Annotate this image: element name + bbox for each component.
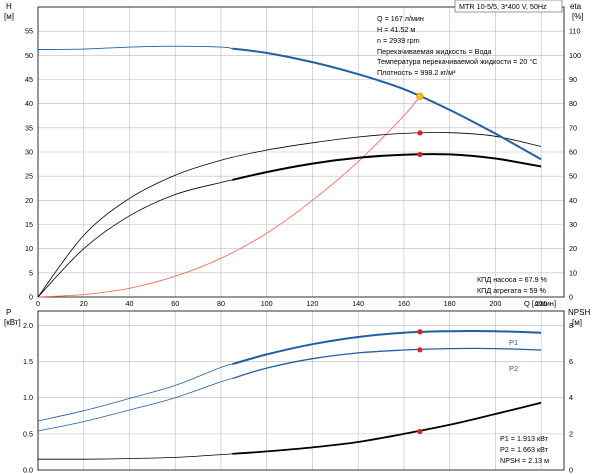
tick-labels-group: 0 20 40 60 80 100 120 140 160 180 200 2200510152025… (23, 27, 581, 474)
model-title-box (454, 0, 563, 13)
top-y-right-tick-label: 60 (569, 148, 577, 157)
bottom-plot-frame (37, 310, 565, 471)
top-y-left-tick-label: 0 (29, 293, 33, 302)
bottom-y-right-tick-label: 6 (569, 357, 573, 366)
top-x-tick-label: 0 (36, 299, 40, 308)
top-y-left-tick-label: 30 (25, 148, 33, 157)
bottom-y-left-title: P (6, 308, 11, 317)
top-y-left-tick-label: 20 (25, 196, 33, 205)
top-y-right-title: eta (570, 2, 582, 11)
series-P1-extended (37, 363, 233, 422)
top-y-left-unit: [м] (4, 12, 14, 21)
top-x-tick-label: 160 (398, 299, 410, 308)
top-grid (38, 7, 564, 297)
model-title: MTR 10-5/5, 3*400 V, 50Hz (459, 2, 547, 11)
bottom-y-left-tick-label: 0.0 (23, 466, 33, 474)
series-head-operating (232, 47, 542, 161)
top-duty-point (417, 151, 423, 158)
pump-efficiency-label: КПД насоса = 67.9 % (477, 275, 548, 284)
top-y-right-tick-label: 50 (569, 172, 577, 181)
top-duty-point (416, 92, 424, 100)
info-line-liquid: Перекачиваемая жидкость = Вода (377, 47, 492, 56)
top-y-left-tick-label: 40 (25, 99, 33, 108)
p2-label: P2 = 1.663 кВт (500, 445, 549, 454)
top-y-right-tick-label: 90 (569, 75, 577, 84)
top-x-tick-label: 80 (217, 299, 225, 308)
top-y-right-tick-label: 20 (569, 244, 577, 253)
top-y-right-tick-label: 10 (569, 268, 577, 277)
info-line-n: n = 2939 rpm (377, 36, 420, 45)
top-y-left-tick-label: 45 (25, 75, 33, 84)
bottom-y-right-unit: [м] (572, 318, 582, 327)
top-x-tick-label: 200 (489, 299, 501, 308)
series-system (37, 96, 421, 298)
bottom-y-left-unit: [кВт] (4, 318, 21, 327)
top-y-right-tick-label: 80 (569, 99, 577, 108)
top-x-tick-label: 20 (80, 299, 88, 308)
bottom-duty-point (417, 329, 423, 335)
top-plot-frame (37, 6, 565, 298)
top-y-right-tick-label: 110 (569, 27, 580, 36)
top-y-right-tick-label: 0 (569, 293, 573, 302)
series-P2-operating (232, 347, 542, 380)
info-line-q: Q = 167 л/мин (377, 14, 424, 23)
top-y-left-tick-label: 5 (29, 268, 33, 277)
top-y-left-tick-label: 15 (25, 220, 33, 229)
top-x-tick-label: 120 (306, 299, 318, 308)
top-y-left-tick-label: 10 (25, 244, 33, 253)
top-series-group (37, 45, 542, 298)
bottom-y-right-tick-label: 8 (569, 321, 573, 330)
unit-efficiency-label: КПД агрегата = 59 % (477, 286, 547, 295)
series-unit_efficiency-extended (37, 179, 233, 298)
top-duty-point (417, 130, 423, 136)
top-y-left-tick-label: 55 (25, 27, 33, 36)
bottom-y-right-tick-label: 4 (569, 393, 573, 402)
top-x-tick-label: 180 (444, 299, 456, 308)
series-unit_efficiency-operating (232, 153, 542, 181)
bottom-duty-point (417, 428, 423, 435)
top-y-left-title: H (6, 2, 12, 11)
series-NPSH-operating (232, 401, 542, 455)
info-line-density: Плотность = 998.2 кг/м³ (377, 68, 456, 77)
series-pump_efficiency (37, 132, 542, 298)
series-NPSH-extended (37, 453, 233, 460)
top-y-left-tick-label: 25 (25, 172, 33, 181)
bottom-y-left-tick-label: 1.0 (23, 393, 33, 402)
npsh-label: NPSH = 2.13 м (500, 456, 549, 465)
top-y-right-tick-label: 30 (569, 220, 577, 229)
top-x-axis-title: Q [л/мин] (524, 299, 556, 308)
top-x-tick-label: 220 (535, 299, 547, 308)
bottom-y-right-title: NPSH (568, 308, 590, 317)
p1-series-label: P1 (509, 338, 518, 347)
series-P2-extended (37, 378, 233, 432)
bottom-grid (37, 311, 564, 470)
top-y-right-tick-label: 40 (569, 196, 577, 205)
p2-series-label: P2 (509, 364, 518, 373)
bottom-y-left-tick-label: 2.0 (23, 321, 33, 330)
top-x-tick-label: 140 (352, 299, 364, 308)
top-y-left-tick-label: 35 (25, 123, 33, 132)
bottom-y-right-tick-label: 2 (569, 429, 573, 438)
top-y-right-unit: [%] (572, 12, 584, 21)
top-x-tick-label: 100 (261, 299, 273, 308)
top-x-tick-label: 40 (125, 299, 133, 308)
top-y-right-tick-label: 100 (569, 51, 581, 60)
bottom-y-right-tick-label: 0 (569, 466, 573, 474)
top-y-right-tick-label: 70 (569, 123, 577, 132)
bottom-y-left-tick-label: 1.5 (23, 357, 33, 366)
p1-label: P1 = 1.913 кВт (500, 434, 549, 443)
bottom-series-group (37, 329, 542, 460)
series-P1-operating (232, 330, 542, 366)
info-line-h: H = 41.52 м (377, 25, 415, 34)
bottom-y-left-tick-label: 0.5 (23, 429, 33, 438)
top-y-left-tick-label: 50 (25, 51, 33, 60)
series-head-extended (37, 45, 233, 50)
info-line-temperature: Температура перекачиваемой жидкости = 20… (377, 57, 537, 66)
top-x-tick-label: 60 (171, 299, 179, 308)
bottom-duty-point (417, 347, 423, 353)
